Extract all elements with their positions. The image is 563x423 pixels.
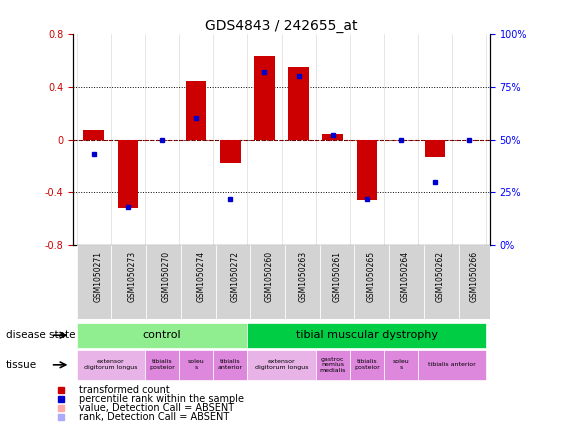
Bar (118, 140, 138, 209)
Text: extensor
digitorum longus: extensor digitorum longus (84, 360, 137, 370)
Text: rank, Detection Call = ABSENT: rank, Detection Call = ABSENT (79, 412, 229, 422)
FancyBboxPatch shape (179, 349, 213, 380)
FancyBboxPatch shape (145, 349, 179, 380)
Text: GSM1050266: GSM1050266 (470, 251, 479, 302)
Bar (323, 135, 343, 140)
Text: tissue: tissue (6, 360, 37, 370)
Text: tibialis
anterior: tibialis anterior (218, 360, 243, 370)
FancyBboxPatch shape (146, 245, 181, 319)
FancyBboxPatch shape (181, 245, 216, 319)
Bar (254, 56, 275, 140)
Text: tibialis
posteior: tibialis posteior (354, 360, 380, 370)
Text: transformed count: transformed count (79, 385, 169, 395)
FancyBboxPatch shape (285, 245, 320, 319)
Text: GSM1050263: GSM1050263 (298, 251, 307, 302)
FancyBboxPatch shape (250, 245, 285, 319)
Text: extensor
digitorum longus: extensor digitorum longus (254, 360, 309, 370)
FancyBboxPatch shape (247, 349, 316, 380)
Text: value, Detection Call = ABSENT: value, Detection Call = ABSENT (79, 403, 234, 413)
FancyBboxPatch shape (77, 245, 111, 319)
FancyBboxPatch shape (111, 245, 146, 319)
Text: GSM1050260: GSM1050260 (265, 251, 274, 302)
FancyBboxPatch shape (384, 349, 418, 380)
Text: GSM1050271: GSM1050271 (93, 251, 102, 302)
Text: tibialis
posteior: tibialis posteior (149, 360, 175, 370)
FancyBboxPatch shape (216, 245, 250, 319)
Text: disease state: disease state (6, 330, 75, 340)
Text: GSM1050274: GSM1050274 (196, 251, 205, 302)
Text: gastroc
nemius
medialis: gastroc nemius medialis (320, 357, 346, 373)
FancyBboxPatch shape (458, 245, 493, 319)
Bar (288, 67, 309, 140)
Bar (425, 140, 445, 157)
Bar (186, 81, 207, 140)
FancyBboxPatch shape (77, 349, 145, 380)
FancyBboxPatch shape (355, 245, 389, 319)
Bar (83, 130, 104, 140)
Text: GSM1050262: GSM1050262 (435, 251, 444, 302)
FancyBboxPatch shape (213, 349, 247, 380)
Text: GSM1050270: GSM1050270 (162, 251, 171, 302)
Text: GSM1050272: GSM1050272 (230, 251, 239, 302)
FancyBboxPatch shape (418, 349, 486, 380)
Text: GSM1050264: GSM1050264 (401, 251, 410, 302)
FancyBboxPatch shape (77, 323, 247, 348)
Text: soleu
s: soleu s (187, 360, 204, 370)
FancyBboxPatch shape (320, 245, 355, 319)
Bar (220, 140, 240, 163)
Text: GSM1050265: GSM1050265 (367, 251, 376, 302)
Text: percentile rank within the sample: percentile rank within the sample (79, 394, 244, 404)
Text: GSM1050261: GSM1050261 (333, 251, 342, 302)
Text: tibialis anterior: tibialis anterior (428, 363, 476, 367)
FancyBboxPatch shape (247, 323, 486, 348)
FancyBboxPatch shape (350, 349, 384, 380)
Text: GSM1050273: GSM1050273 (128, 251, 137, 302)
Text: soleu
s: soleu s (392, 360, 409, 370)
Title: GDS4843 / 242655_at: GDS4843 / 242655_at (205, 19, 358, 33)
Bar (356, 140, 377, 201)
FancyBboxPatch shape (389, 245, 424, 319)
Text: control: control (142, 330, 181, 340)
FancyBboxPatch shape (316, 349, 350, 380)
FancyBboxPatch shape (424, 245, 459, 319)
Text: tibial muscular dystrophy: tibial muscular dystrophy (296, 330, 438, 340)
